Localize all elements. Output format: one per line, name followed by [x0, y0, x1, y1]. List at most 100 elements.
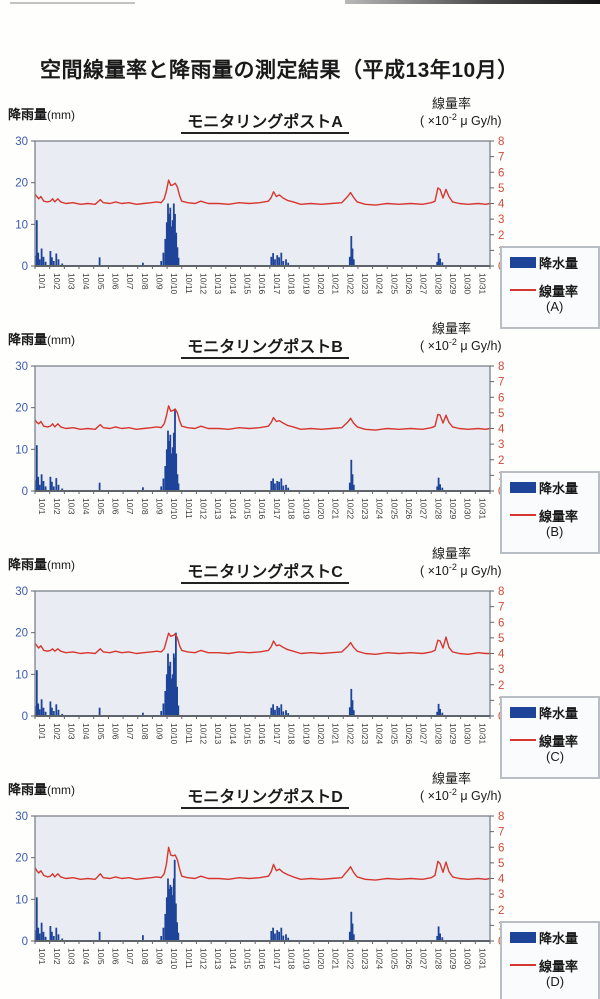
svg-text:10: 10 [15, 669, 28, 681]
svg-text:10/25: 10/25 [389, 273, 399, 295]
svg-text:10/2: 10/2 [52, 273, 62, 290]
svg-text:4: 4 [498, 199, 505, 211]
legend-rain-item: 降水量 [510, 480, 598, 496]
svg-text:10/24: 10/24 [375, 723, 385, 745]
svg-text:5: 5 [498, 183, 504, 195]
legend-post-id: (C) [546, 749, 565, 764]
svg-text:10/8: 10/8 [140, 723, 150, 740]
svg-text:10/17: 10/17 [272, 498, 282, 520]
legend-post-id: (A) [546, 299, 564, 314]
svg-text:10/3: 10/3 [66, 723, 76, 740]
svg-text:10/9: 10/9 [154, 498, 164, 515]
dose-line-icon [510, 289, 536, 291]
svg-text:10/20: 10/20 [316, 723, 326, 745]
svg-text:10/27: 10/27 [419, 723, 429, 745]
page-title: 空間線量率と降雨量の測定結果（平成13年10月） [40, 59, 519, 83]
svg-text:10/25: 10/25 [389, 948, 399, 970]
legend-rain-label: 降水量 [539, 930, 579, 946]
svg-text:10/3: 10/3 [66, 273, 76, 290]
svg-text:20: 20 [15, 178, 28, 190]
svg-text:10/4: 10/4 [81, 723, 91, 740]
svg-text:10/13: 10/13 [213, 273, 223, 295]
svg-text:10/23: 10/23 [360, 723, 370, 745]
svg-text:10/29: 10/29 [448, 948, 458, 970]
svg-text:10/23: 10/23 [360, 498, 370, 520]
svg-text:10/13: 10/13 [213, 723, 223, 745]
svg-text:8: 8 [498, 586, 504, 598]
svg-text:10/17: 10/17 [272, 948, 282, 970]
svg-text:6: 6 [498, 842, 504, 854]
legend-dose-item: 線量率 [510, 508, 598, 524]
svg-text:10/13: 10/13 [213, 948, 223, 970]
legend-post-a: 降水量 線量率 (A) [500, 246, 600, 329]
rain-swatch-icon [510, 256, 536, 268]
svg-text:10/23: 10/23 [360, 948, 370, 970]
chart-canvas-post-b: 010203001234567810/110/210/310/410/510/6… [15, 361, 505, 520]
dose-line-icon [510, 739, 536, 741]
svg-text:10/18: 10/18 [287, 498, 297, 520]
svg-text:10/15: 10/15 [243, 273, 253, 295]
svg-text:10/22: 10/22 [345, 273, 355, 295]
legend-rain-label: 降水量 [539, 255, 579, 271]
dose-axis-label: 線量率 ( ×10-2 μ Gy/h) [420, 96, 502, 129]
svg-text:0: 0 [22, 711, 28, 723]
legend-post-id: (D) [546, 974, 565, 989]
legend-dose-label: 線量率 [539, 733, 579, 749]
svg-text:10/30: 10/30 [463, 273, 473, 295]
svg-text:10/25: 10/25 [389, 498, 399, 520]
svg-text:4: 4 [498, 874, 505, 886]
svg-text:3: 3 [498, 439, 504, 451]
svg-text:5: 5 [498, 858, 504, 870]
legend-rain-label: 降水量 [539, 705, 579, 721]
svg-text:10/9: 10/9 [154, 948, 164, 965]
scan-artifact-top-left [10, 2, 135, 4]
svg-text:10/26: 10/26 [404, 273, 414, 295]
svg-text:10/1: 10/1 [37, 498, 47, 515]
svg-text:10/18: 10/18 [287, 273, 297, 295]
chart-canvas-post-c: 010203001234567810/110/210/310/410/510/6… [15, 586, 505, 745]
svg-text:0: 0 [22, 261, 28, 273]
svg-text:10/18: 10/18 [287, 948, 297, 970]
svg-text:7: 7 [498, 377, 504, 389]
svg-text:10/4: 10/4 [81, 498, 91, 515]
rain-swatch-icon [510, 481, 536, 493]
svg-text:2: 2 [498, 230, 504, 242]
svg-text:20: 20 [15, 403, 28, 415]
svg-text:5: 5 [498, 633, 504, 645]
chart-canvas-post-d: 010203001234567810/110/210/310/410/510/6… [15, 811, 505, 970]
svg-text:10/24: 10/24 [375, 498, 385, 520]
dose-axis-label: 線量率 ( ×10-2 μ Gy/h) [420, 321, 502, 354]
svg-text:10/14: 10/14 [228, 273, 238, 295]
legend-dose-label: 線量率 [539, 283, 579, 299]
svg-text:10/10: 10/10 [169, 723, 179, 745]
svg-text:8: 8 [498, 136, 504, 148]
svg-text:10/17: 10/17 [272, 723, 282, 745]
svg-text:10/2: 10/2 [52, 948, 62, 965]
svg-text:10/18: 10/18 [287, 723, 297, 745]
svg-text:10/11: 10/11 [184, 948, 194, 969]
svg-text:10/19: 10/19 [301, 273, 311, 295]
svg-text:7: 7 [498, 602, 504, 614]
dose-axis-label: 線量率 ( ×10-2 μ Gy/h) [420, 546, 502, 579]
chart-title-post-c: モニタリングポストC [120, 558, 410, 584]
svg-text:10/27: 10/27 [419, 498, 429, 520]
svg-text:10/14: 10/14 [228, 948, 238, 970]
rainfall-axis-label: 降雨量(mm) [8, 107, 75, 122]
dose-line-icon [510, 964, 536, 966]
svg-text:10/30: 10/30 [463, 723, 473, 745]
svg-text:10/2: 10/2 [52, 498, 62, 515]
svg-text:10/31: 10/31 [477, 948, 487, 970]
svg-text:10/12: 10/12 [199, 723, 209, 745]
svg-text:10/6: 10/6 [110, 723, 120, 740]
svg-text:10/9: 10/9 [154, 273, 164, 290]
legend-rain-item: 降水量 [510, 930, 598, 946]
legend-rain-item: 降水量 [510, 255, 598, 271]
svg-text:10/21: 10/21 [331, 948, 341, 970]
chart-section-post-d: 降雨量(mm) モニタリングポストD 線量率 ( ×10-2 μ Gy/h) 0… [0, 771, 600, 999]
svg-text:10/10: 10/10 [169, 273, 179, 295]
svg-text:10: 10 [15, 894, 28, 906]
svg-text:30: 30 [15, 811, 28, 823]
svg-text:10/9: 10/9 [154, 723, 164, 740]
svg-text:10/8: 10/8 [140, 498, 150, 515]
